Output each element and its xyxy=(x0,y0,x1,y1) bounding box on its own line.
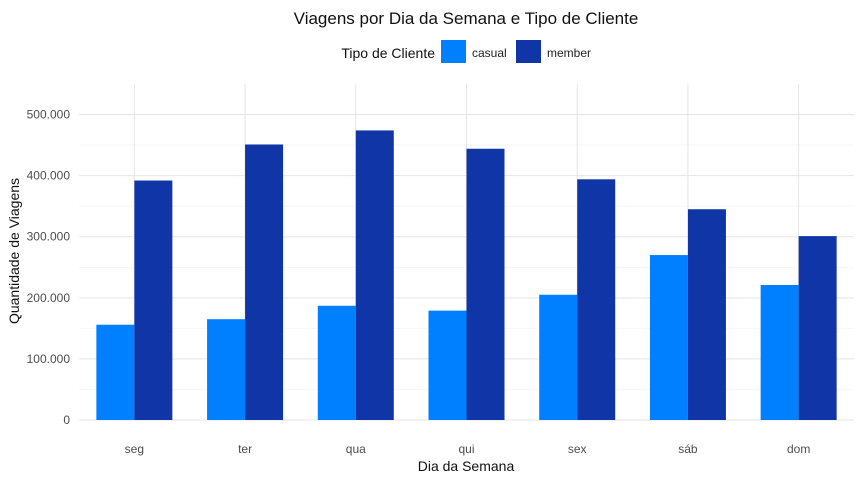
bar-member-sáb xyxy=(687,209,726,420)
x-tick-label: dom xyxy=(787,442,810,456)
y-axis-title: Quantidade de Viagens xyxy=(6,178,22,324)
x-axis-title: Dia da Semana xyxy=(418,458,515,474)
bar-casual-sex xyxy=(539,294,578,420)
y-tick-label: 100.000 xyxy=(27,352,71,366)
x-tick-label: sex xyxy=(568,442,587,456)
y-tick-label: 500.000 xyxy=(27,108,71,122)
bar-casual-dom xyxy=(760,284,799,420)
bar-member-ter xyxy=(245,144,284,421)
y-tick-label: 300.000 xyxy=(27,230,71,244)
bar-casual-qua xyxy=(317,305,356,420)
x-tick-label: qua xyxy=(346,442,366,456)
x-tick-label: seg xyxy=(125,442,144,456)
legend: Tipo de Cliente casual member xyxy=(341,40,591,63)
y-axis-ticks: 0 100.000 200.000 300.000 400.000 500.000 xyxy=(27,108,71,427)
bar-member-dom xyxy=(798,236,837,420)
bar-casual-seg xyxy=(96,324,135,420)
x-axis-ticks: seg ter qua qui sex sáb dom xyxy=(125,442,811,456)
bar-member-sex xyxy=(577,179,616,420)
bar-member-qua xyxy=(355,130,394,421)
bar-casual-ter xyxy=(207,319,246,420)
y-tick-label: 200.000 xyxy=(27,291,71,305)
x-tick-label: qui xyxy=(458,442,474,456)
legend-key-member xyxy=(516,40,541,63)
chart-title: Viagens por Dia da Semana e Tipo de Clie… xyxy=(294,9,639,28)
x-tick-label: sáb xyxy=(678,442,698,456)
bar-casual-qui xyxy=(428,310,467,420)
legend-key-casual xyxy=(441,40,466,63)
legend-title: Tipo de Cliente xyxy=(341,45,435,61)
x-tick-label: ter xyxy=(238,442,252,456)
y-tick-label: 400.000 xyxy=(27,169,71,183)
bars xyxy=(96,130,837,421)
legend-label-casual: casual xyxy=(472,46,507,60)
bar-member-qui xyxy=(466,148,505,421)
legend-label-member: member xyxy=(547,46,591,60)
y-tick-label: 0 xyxy=(63,413,70,427)
bar-casual-sáb xyxy=(649,255,688,420)
bar-member-seg xyxy=(134,180,173,420)
